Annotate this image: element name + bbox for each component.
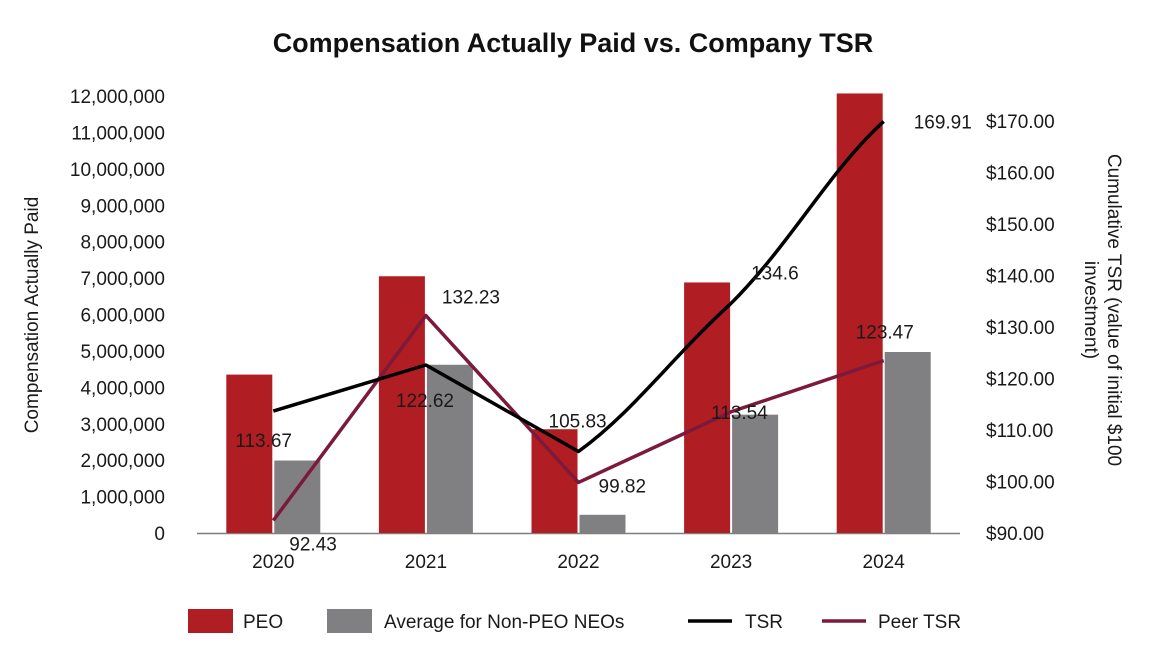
y2-axis-label-line1: Cumulative TSR (value of initial $100	[1103, 154, 1124, 466]
legend-non-peo-swatch	[327, 609, 372, 633]
y2-tick-label: $140.00	[986, 267, 1055, 288]
y-tick-label: 0	[154, 524, 165, 545]
tsr-data-label: 122.62	[396, 391, 454, 412]
y-tick-label: 7,000,000	[80, 269, 165, 290]
y-tick-label: 11,000,000	[71, 123, 165, 144]
y-tick-label: 9,000,000	[80, 196, 165, 217]
legend-tsr-label: TSR	[745, 612, 783, 633]
peer-tsr-data-label: 99.82	[599, 476, 647, 497]
legend: PEO Average for Non-PEO NEOs TSR Peer TSR	[188, 609, 961, 633]
tsr-data-label: 105.83	[549, 411, 607, 432]
bar-non-peo-2022	[579, 514, 626, 533]
y2-axis-label-line2: investment)	[1080, 261, 1101, 359]
y-tick-label: 6,000,000	[80, 306, 165, 327]
y-tick-label: 5,000,000	[80, 342, 165, 363]
bar-non-peo-2021	[426, 364, 473, 533]
x-tick-label: 2023	[710, 552, 752, 573]
legend-peo-swatch	[188, 609, 233, 633]
bar-peo-2022	[531, 429, 578, 533]
y2-tick-label: $130.00	[986, 318, 1055, 339]
chart-title: Compensation Actually Paid vs. Company T…	[273, 28, 874, 58]
y-tick-label: 2,000,000	[80, 451, 165, 472]
y2-tick-label: $100.00	[986, 473, 1055, 494]
x-tick-label: 2020	[252, 552, 294, 573]
y-tick-label: 3,000,000	[80, 415, 165, 436]
y2-tick-label: $110.00	[986, 421, 1053, 442]
legend-peo-label: PEO	[243, 612, 283, 633]
y2-tick-label: $150.00	[986, 215, 1055, 236]
bar-non-peo-2023	[732, 414, 779, 533]
tsr-data-label: 113.67	[235, 431, 292, 452]
legend-peer-tsr-label: Peer TSR	[878, 612, 961, 633]
bar-layer	[226, 93, 931, 533]
bar-peo-2024	[836, 93, 883, 533]
y-tick-label: 1,000,000	[80, 488, 165, 509]
bar-peo-2020	[226, 374, 273, 533]
peer-tsr-data-label: 92.43	[289, 534, 337, 555]
peer-tsr-data-label: 113.54	[711, 403, 768, 424]
peer-tsr-line	[271, 313, 885, 522]
y2-tick-label: $160.00	[986, 164, 1055, 185]
axis-layer: 0 1,000,000 2,000,000 3,000,000 4,000,000 5,0…	[70, 87, 1055, 573]
bar-peo-2021	[378, 276, 425, 533]
line-layer	[271, 120, 885, 522]
bar-non-peo-2020	[274, 460, 321, 533]
y-tick-label: 10,000,000	[70, 160, 165, 181]
y-axis-label: Compensation Actually Paid	[22, 197, 43, 434]
y2-tick-label: $120.00	[986, 370, 1055, 391]
tsr-line	[272, 120, 885, 454]
y2-tick-label: $170.00	[986, 112, 1055, 133]
legend-non-peo-label: Average for Non-PEO NEOs	[384, 612, 624, 633]
x-tick-label: 2022	[557, 552, 599, 573]
y-tick-label: 4,000,000	[80, 378, 165, 399]
peer-tsr-data-label: 123.47	[856, 323, 914, 344]
y2-axis-label: Cumulative TSR (value of initial $100 in…	[1080, 154, 1124, 466]
tsr-data-label: 134.6	[751, 263, 799, 284]
tsr-data-label: 169.91	[914, 112, 972, 133]
x-tick-label: 2021	[405, 552, 447, 573]
y2-tick-label: $90.00	[986, 524, 1044, 545]
bar-non-peo-2024	[884, 352, 931, 533]
y-tick-label: 8,000,000	[80, 233, 165, 254]
peer-tsr-data-label: 132.23	[442, 288, 500, 309]
data-label-layer: 113.67 122.62 105.83 134.6 169.91 92.43 132.23…	[235, 112, 972, 555]
x-tick-label: 2024	[863, 552, 906, 573]
y-tick-label: 12,000,000	[70, 87, 165, 108]
